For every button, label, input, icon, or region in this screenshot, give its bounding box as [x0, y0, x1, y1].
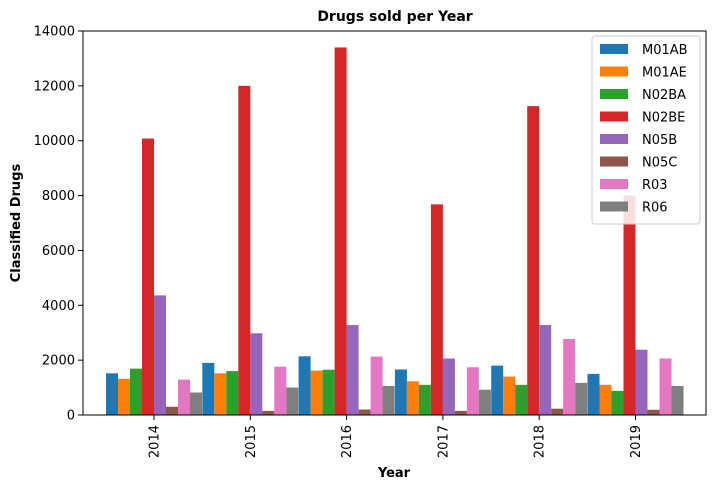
- legend-swatch-r03: [600, 179, 628, 189]
- legend: M01AB M01AE N02BA N02BE N05B N05C R03 R06: [591, 35, 701, 225]
- bar-r03-2014: [178, 379, 190, 415]
- bar-m01ae-2018: [503, 376, 516, 415]
- bar-n05c-2017: [454, 410, 467, 415]
- bar-n02ba-2015: [226, 371, 239, 415]
- bar-r06-2015: [286, 387, 299, 415]
- legend-swatch-n05b: [600, 134, 628, 144]
- x-tick-label-2018: 2018: [533, 425, 548, 458]
- bar-n02ba-2018: [515, 384, 528, 415]
- x-axis: 2014 2015 2016 2017 2018 2019: [148, 415, 644, 458]
- x-tick-label-2015: 2015: [244, 425, 259, 458]
- legend-swatch-r06: [600, 201, 628, 212]
- x-axis-title: Year: [377, 466, 411, 481]
- bar-n05b-2018: [539, 325, 552, 415]
- bar-r03-2017: [466, 367, 479, 415]
- bar-n05b-2016: [346, 325, 359, 415]
- bar-r03-2016: [370, 356, 383, 415]
- bar-r06-2016: [382, 385, 395, 415]
- bar-n05b-2017: [442, 358, 455, 415]
- y-axis: 0 2000 4000 6000 8000 10000 12000 14000: [34, 25, 83, 424]
- bar-m01ae-2016: [310, 370, 323, 415]
- y-tick-label-6000: 6000: [42, 244, 75, 259]
- y-tick-label-10000: 10000: [34, 134, 75, 149]
- legend-label-n02ba: N02BA: [642, 88, 686, 103]
- legend-box: [591, 35, 701, 225]
- bar-m01ab-2017: [394, 369, 407, 415]
- bar-n05c-2015: [262, 410, 275, 415]
- bar-r06-2018: [575, 382, 588, 415]
- bar-n02be-2016: [334, 47, 347, 415]
- bar-r06-2019: [671, 385, 684, 415]
- x-tick-label-2017: 2017: [436, 425, 451, 458]
- bar-n02be-2019: [623, 195, 636, 415]
- bar-m01ab-2016: [298, 356, 311, 415]
- bar-m01ab-2014: [106, 373, 118, 415]
- plot-frame: [82, 30, 707, 416]
- legend-label-m01ae: M01AE: [642, 66, 687, 81]
- legend-label-r03: R03: [642, 178, 668, 193]
- bar-n02be-2018: [527, 106, 540, 415]
- bar-n02be-2014: [142, 138, 154, 415]
- legend-swatch-n02ba: [600, 89, 628, 99]
- bar-m01ae-2015: [214, 373, 227, 415]
- bar-r03-2018: [563, 339, 576, 415]
- bar-n02be-2017: [430, 204, 443, 415]
- y-tick-label-4000: 4000: [42, 299, 75, 314]
- bar-n05c-2016: [358, 409, 371, 415]
- bar-r06-2017: [478, 389, 491, 415]
- y-tick-label-12000: 12000: [34, 79, 75, 94]
- bar-n02ba-2019: [611, 390, 624, 415]
- legend-swatch-n05c: [600, 156, 628, 167]
- bar-n05c-2018: [551, 408, 564, 415]
- legend-label-n05c: N05C: [642, 156, 677, 171]
- bar-r03-2015: [274, 366, 287, 415]
- bar-n05c-2014: [166, 406, 178, 415]
- x-tick-label-2016: 2016: [340, 425, 355, 458]
- legend-swatch-n02be: [600, 111, 628, 122]
- legend-label-r06: R06: [642, 201, 668, 216]
- bar-n05c-2019: [647, 409, 660, 415]
- bar-m01ab-2015: [202, 362, 215, 415]
- legend-label-n02be: N02BE: [642, 111, 685, 126]
- legend-swatch-m01ab: [600, 44, 628, 54]
- legend-label-m01ab: M01AB: [642, 43, 688, 58]
- bar-n05b-2015: [250, 333, 263, 415]
- bar-m01ae-2017: [406, 381, 419, 415]
- bar-r06-2014: [190, 392, 202, 415]
- bar-n05b-2019: [635, 349, 648, 415]
- legend-label-n05b: N05B: [642, 133, 677, 148]
- bar-m01ae-2019: [599, 384, 612, 415]
- bar-n05b-2014: [154, 295, 166, 415]
- y-axis-title: Classified Drugs: [9, 164, 24, 283]
- chart-title: Drugs sold per Year: [317, 9, 472, 25]
- bar-n02be-2015: [238, 85, 251, 415]
- bar-n02ba-2017: [418, 384, 431, 415]
- legend-swatch-m01ae: [600, 66, 628, 77]
- x-tick-label-2014: 2014: [148, 425, 163, 458]
- y-tick-label-2000: 2000: [42, 354, 75, 369]
- bar-m01ae-2014: [118, 378, 130, 415]
- bar-r03-2019: [659, 358, 672, 415]
- y-tick-label-14000: 14000: [34, 25, 75, 40]
- y-tick-label-8000: 8000: [42, 189, 75, 204]
- y-tick-label-0: 0: [67, 409, 75, 424]
- bar-n02ba-2016: [322, 369, 335, 415]
- bar-m01ab-2019: [587, 373, 600, 415]
- x-tick-label-2019: 2019: [629, 425, 644, 458]
- bar-m01ab-2018: [491, 365, 504, 415]
- bar-n02ba-2014: [130, 368, 142, 415]
- bars-group: [106, 47, 684, 415]
